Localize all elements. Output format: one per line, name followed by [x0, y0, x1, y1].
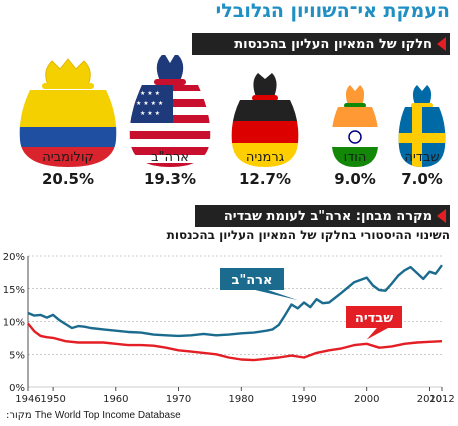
india-bag-icon	[331, 85, 379, 167]
series-label-pointer-0	[255, 290, 298, 301]
svg-text:★ ★ ★: ★ ★ ★	[140, 110, 160, 117]
series-label-pointer-1	[366, 328, 388, 340]
country-value-sweden: 7.0%	[401, 170, 443, 188]
series-label-0: ארה"ב	[232, 273, 273, 288]
series-label-1: שבדיה	[355, 311, 393, 326]
country-name-colombia: קולומביה	[42, 150, 94, 165]
country-bags: ★ ★ ★ ★ ★ ★ ★ ★ ★ ★	[19, 55, 446, 167]
x-tick-label: 1990	[291, 394, 316, 405]
line-chart: 0% 5% 10% 15% 20% 1946 1950 1960 1970 1980 1990 200…	[3, 252, 455, 405]
series-label-box-1	[346, 306, 402, 328]
y-tick-label: 20%	[3, 252, 25, 263]
x-tick-label: 1980	[229, 394, 254, 405]
series-line-0	[27, 264, 443, 338]
svg-text:★ ★ ★ ★: ★ ★ ★ ★	[136, 100, 163, 107]
x-tick-label: 2010	[417, 394, 442, 405]
x-tick-label: 1950	[40, 394, 65, 405]
page-title: העמקת אי־השוויון הגלובלי	[215, 0, 450, 22]
section-header-top-percentile: חלקו של המאיון העליון בהכנסות	[192, 33, 450, 55]
colombia-bag-icon	[19, 58, 117, 167]
country-name-india: הודו	[343, 150, 367, 165]
source-label: מקור:	[6, 410, 32, 421]
source-text: The World Top Income Database	[34, 410, 181, 421]
germany-bag-icon	[231, 73, 299, 167]
y-tick-label: 5%	[9, 350, 25, 361]
country-name-sweden: שבדיה	[404, 150, 440, 165]
x-tick-label: 2012	[429, 394, 454, 405]
y-tick-label: 0%	[9, 383, 25, 394]
sweden-bag-icon	[398, 85, 446, 167]
x-tick-label: 1960	[103, 394, 128, 405]
usa-bag-icon: ★ ★ ★ ★ ★ ★ ★ ★ ★ ★	[129, 55, 211, 167]
country-value-germany: 12.7%	[238, 170, 292, 188]
series-label-box-0	[220, 268, 284, 290]
svg-text:★ ★ ★: ★ ★ ★	[140, 90, 160, 97]
y-tick-label: 15%	[3, 285, 25, 296]
section-header-case-study: מקרה מבחן: ארה"ב לעומת שבדיה	[195, 205, 450, 227]
chart-subtitle: השינוי ההיסטורי בחלקו של המאיון העליון ב…	[166, 228, 450, 242]
y-tick-label: 10%	[3, 318, 25, 329]
country-value-colombia: 20.5%	[41, 170, 95, 188]
country-name-usa: ארה"ב	[150, 150, 190, 165]
x-tick-label: 1970	[166, 394, 191, 405]
series-line-1	[27, 322, 443, 362]
country-value-india: 9.0%	[334, 170, 376, 188]
source-note: The World Top Income Database מקור:	[6, 410, 181, 421]
country-value-usa: 19.3%	[143, 170, 197, 188]
x-tick-label: 1946	[15, 394, 40, 405]
x-tick-label: 2000	[354, 394, 379, 405]
country-name-germany: גרמניה	[245, 150, 285, 165]
